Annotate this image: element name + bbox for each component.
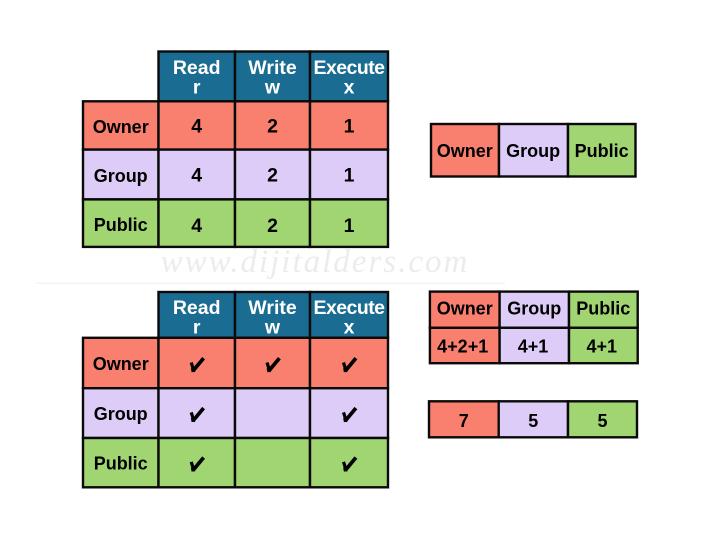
svg-text:w: w	[264, 76, 281, 98]
svg-text:x: x	[344, 76, 355, 98]
svg-text:1: 1	[344, 116, 355, 138]
svg-text:Read: Read	[173, 57, 221, 79]
svg-text:Write: Write	[248, 57, 297, 79]
svg-text:2: 2	[267, 215, 278, 237]
svg-text:Group: Group	[507, 298, 561, 318]
svg-text:r: r	[193, 317, 201, 339]
svg-text:Public: Public	[575, 141, 629, 161]
svg-text:2: 2	[267, 165, 278, 187]
svg-text:Group: Group	[94, 166, 148, 186]
svg-text:Execute: Execute	[314, 57, 386, 79]
svg-text:www.dijitalders.com: www.dijitalders.com	[161, 244, 470, 280]
svg-text:Owner: Owner	[93, 117, 149, 137]
svg-text:Public: Public	[576, 298, 630, 318]
svg-text:5: 5	[528, 411, 538, 431]
svg-text:4: 4	[191, 215, 202, 237]
svg-text:w: w	[264, 317, 281, 339]
svg-text:r: r	[193, 76, 201, 98]
svg-text:4+1: 4+1	[587, 337, 618, 357]
svg-text:7: 7	[459, 411, 469, 431]
svg-text:4+1: 4+1	[518, 337, 549, 357]
svg-text:Owner: Owner	[437, 298, 493, 318]
svg-text:x: x	[344, 317, 355, 339]
svg-text:Public: Public	[94, 215, 148, 235]
svg-text:Public: Public	[94, 454, 148, 474]
svg-text:Owner: Owner	[437, 141, 493, 161]
svg-text:1: 1	[344, 215, 355, 237]
svg-text:Read: Read	[173, 297, 221, 319]
svg-text:2: 2	[267, 116, 278, 138]
svg-text:Execute: Execute	[314, 297, 386, 319]
svg-text:Write: Write	[248, 297, 297, 319]
svg-text:Group: Group	[94, 404, 148, 424]
svg-text:1: 1	[344, 165, 355, 187]
svg-text:4: 4	[191, 116, 202, 138]
svg-text:Group: Group	[506, 141, 560, 161]
svg-text:5: 5	[597, 411, 607, 431]
svg-text:Owner: Owner	[93, 354, 149, 374]
svg-text:4+2+1: 4+2+1	[437, 337, 488, 357]
svg-text:4: 4	[191, 165, 202, 187]
